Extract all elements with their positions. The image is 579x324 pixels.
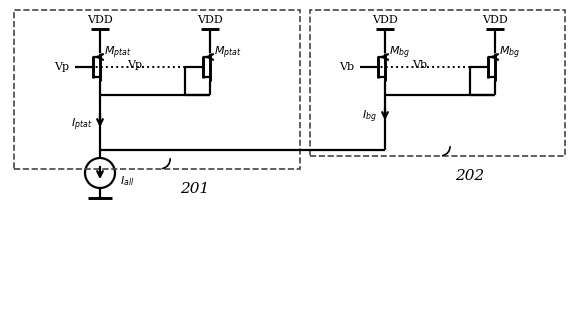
Bar [310,10,565,156]
Bar [14,10,300,169]
Text: $M_{ptat}$: $M_{ptat}$ [214,45,241,61]
Text: 202: 202 [455,169,485,183]
Text: $I_{ptat}$: $I_{ptat}$ [71,117,92,133]
Text: Vb: Vb [339,62,354,72]
Text: $M_{bg}$: $M_{bg}$ [499,45,520,61]
Text: 201: 201 [181,182,210,196]
Text: $M_{ptat}$: $M_{ptat}$ [104,45,131,61]
Text: Vp: Vp [127,60,142,70]
Text: Vb: Vb [412,60,427,70]
Text: VDD: VDD [482,15,508,25]
Text: Vp: Vp [54,62,69,72]
Text: $I_{all}$: $I_{all}$ [120,174,134,188]
Text: VDD: VDD [197,15,223,25]
Text: $M_{bg}$: $M_{bg}$ [389,45,410,61]
Text: VDD: VDD [87,15,113,25]
Text: $I_{bg}$: $I_{bg}$ [362,109,377,125]
Text: VDD: VDD [372,15,398,25]
